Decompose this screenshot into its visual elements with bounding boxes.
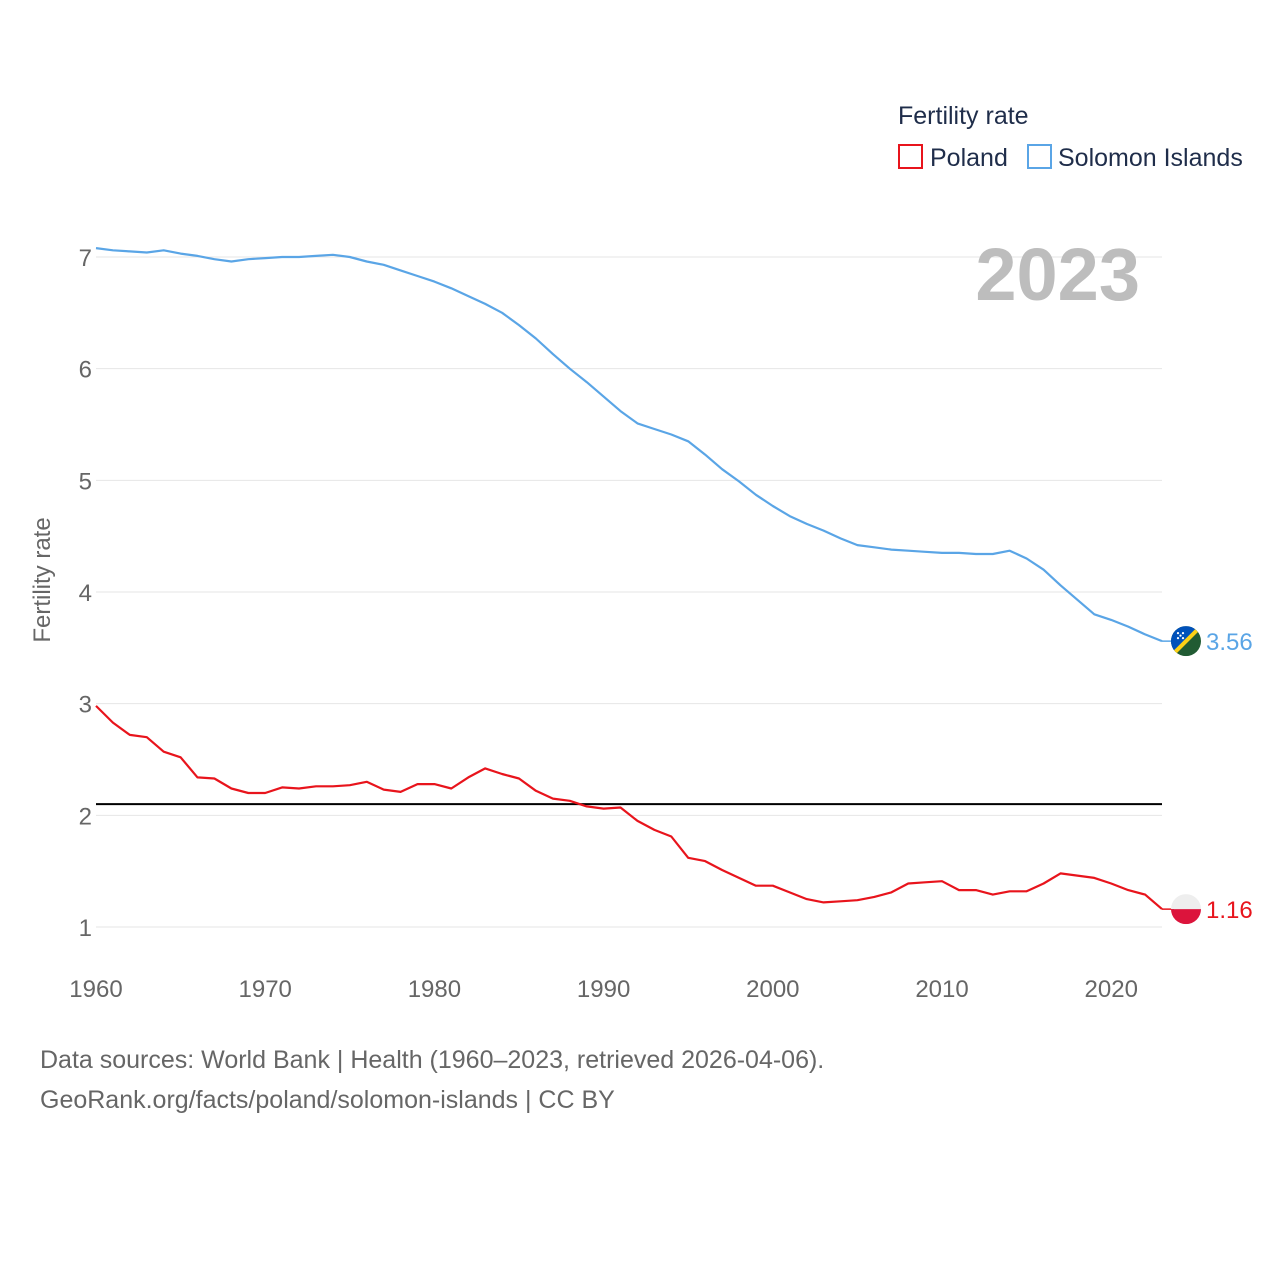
series-group xyxy=(95,247,1163,910)
legend-swatch-solomon-islands xyxy=(1027,144,1052,169)
fertility-chart: 1 2 3 4 5 6 7 1960 1970 1980 1990 2000 2010 2020 Fer… xyxy=(29,102,1253,1003)
x-tick-label-1960: 1960 xyxy=(69,976,122,1003)
y-tick-label-4: 4 xyxy=(79,580,92,607)
x-tick-label-1970: 1970 xyxy=(239,976,292,1003)
series-line-poland xyxy=(95,705,1163,910)
end-value-label-poland: 1.16 xyxy=(1206,897,1253,924)
y-axis-title: Fertility rate xyxy=(29,517,56,642)
x-tick-label-2000: 2000 xyxy=(746,976,799,1003)
footer-attribution[interactable]: GeoRank.org/facts/poland/solomon-islands… xyxy=(40,1086,615,1114)
poland-flag-icon xyxy=(1171,894,1201,925)
end-markers: 1.16 3.56 xyxy=(1162,626,1253,925)
x-tick-label-1980: 1980 xyxy=(408,976,461,1003)
legend-label-solomon-islands: Solomon Islands xyxy=(1058,144,1243,172)
legend: Fertility rate Poland Solomon Islands xyxy=(898,102,1243,172)
y-tick-label-6: 6 xyxy=(79,357,92,384)
x-tick-label-2010: 2010 xyxy=(915,976,968,1003)
y-tick-label-1: 1 xyxy=(79,915,92,942)
y-tick-label-5: 5 xyxy=(79,468,92,495)
series-line-solomon-islands xyxy=(95,247,1163,643)
legend-item-poland[interactable]: Poland xyxy=(898,144,1008,172)
legend-title: Fertility rate xyxy=(898,102,1029,130)
y-tick-label-7: 7 xyxy=(79,245,92,272)
legend-swatch-poland xyxy=(898,144,923,169)
end-value-label-solomon-islands: 3.56 xyxy=(1206,629,1253,656)
solomon-islands-flag-icon xyxy=(1171,626,1201,657)
y-tick-label-3: 3 xyxy=(79,692,92,719)
legend-item-solomon-islands[interactable]: Solomon Islands xyxy=(1027,144,1243,172)
x-tick-label-2020: 2020 xyxy=(1085,976,1138,1003)
y-axis-ticks: 1 2 3 4 5 6 7 xyxy=(79,245,92,942)
legend-label-poland: Poland xyxy=(930,144,1008,172)
year-label: 2023 xyxy=(975,233,1140,316)
footer: Data sources: World Bank | Health (1960–… xyxy=(40,1040,824,1120)
gridlines xyxy=(96,256,1162,928)
x-tick-label-1990: 1990 xyxy=(577,976,630,1003)
footer-sources: Data sources: World Bank | Health (1960–… xyxy=(40,1046,825,1074)
y-tick-label-2: 2 xyxy=(79,803,92,830)
x-axis-ticks: 1960 1970 1980 1990 2000 2010 2020 xyxy=(69,976,1138,1003)
